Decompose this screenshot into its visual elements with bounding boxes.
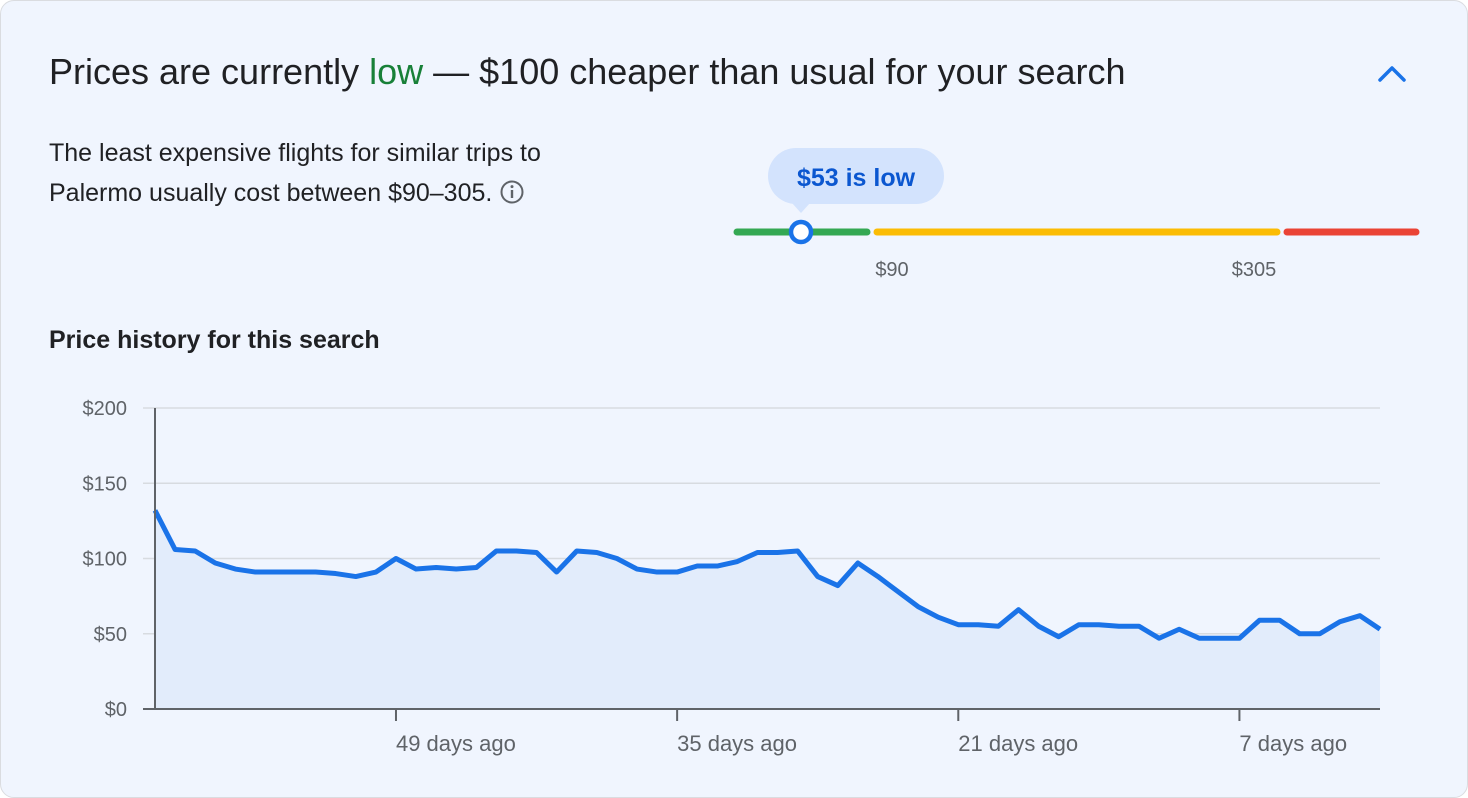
headline: Prices are currently low — $100 cheaper … — [49, 51, 1126, 93]
x-tick-label: 35 days ago — [677, 731, 797, 756]
price-gauge: $53 is low $90 $305 — [733, 148, 1420, 281]
collapse-chevron[interactable] — [1378, 66, 1406, 82]
y-tick-label: $0 — [105, 699, 127, 721]
y-tick-label: $50 — [94, 624, 127, 646]
price-line — [152, 509, 1382, 641]
tooltip-pointer — [792, 203, 810, 213]
headline-highlight: low — [369, 51, 424, 92]
gauge-threshold: $305 — [1232, 259, 1277, 281]
area — [155, 510, 1380, 709]
summary: The least expensive flights for similar … — [49, 133, 549, 213]
x-tick-label: 21 days ago — [958, 731, 1078, 756]
y-tick-label: $150 — [83, 473, 128, 495]
summary-text: The least expensive flights for similar … — [49, 139, 541, 207]
y-tick-label: $100 — [83, 549, 128, 571]
headline-text: — $100 cheaper than usual for your searc… — [423, 51, 1126, 92]
info-icon[interactable] — [499, 179, 525, 205]
gauge-marker — [788, 219, 814, 245]
y-tick-label: $200 — [83, 398, 128, 420]
tooltip-bubble — [768, 148, 944, 204]
x-tick-label: 7 days ago — [1239, 731, 1347, 756]
gauge-threshold: $90 — [875, 259, 908, 281]
headline-text: Prices are currently — [49, 51, 370, 92]
tooltip-label: $53 is low — [797, 164, 916, 192]
x-tick-label: 49 days ago — [396, 731, 516, 756]
chart-title: Price history for this search — [49, 326, 380, 354]
